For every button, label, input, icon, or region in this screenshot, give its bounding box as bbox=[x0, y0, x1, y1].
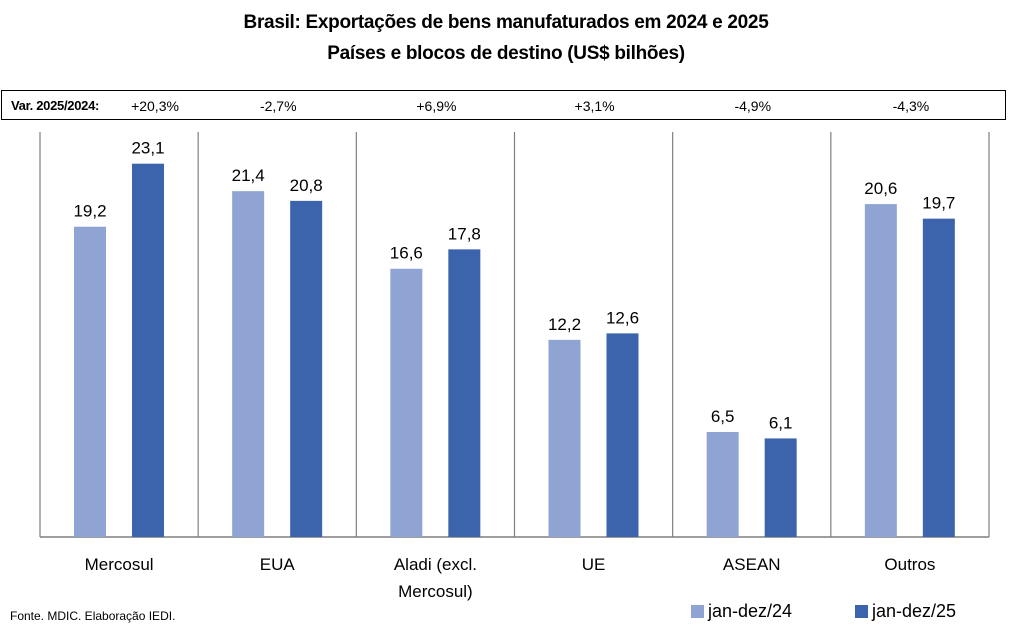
data-label: 6,5 bbox=[711, 407, 735, 426]
data-label: 16,6 bbox=[390, 244, 423, 263]
legend-label-2024: jan-dez/24 bbox=[708, 601, 793, 621]
data-label: 12,6 bbox=[606, 308, 639, 327]
legend-swatch-2025 bbox=[855, 605, 868, 618]
bar-2024 bbox=[232, 191, 265, 537]
legend-item-2025: jan-dez/25 bbox=[855, 601, 956, 622]
bar-2024 bbox=[74, 226, 106, 537]
source-note: Fonte. MDIC. Elaboração IEDI. bbox=[10, 609, 176, 623]
variation-value: +20,3% bbox=[131, 98, 179, 114]
bar-2025 bbox=[448, 249, 481, 538]
bar-2024 bbox=[706, 431, 739, 537]
category-label: Outros bbox=[884, 555, 935, 574]
bar-2025 bbox=[606, 333, 639, 537]
bar-2025 bbox=[922, 218, 955, 537]
data-label: 19,2 bbox=[73, 202, 106, 221]
variation-row: Var. 2025/2024: +20,3% -2,7% +6,9% +3,1% -4,… bbox=[1, 90, 1006, 120]
data-label: 21,4 bbox=[232, 166, 265, 185]
chart-title: Brasil: Exportações de bens manufaturado… bbox=[243, 12, 769, 33]
data-label: 12,2 bbox=[548, 315, 581, 334]
data-label: 23,1 bbox=[131, 139, 164, 158]
category-label: Mercosul bbox=[85, 555, 154, 574]
data-label: 6,1 bbox=[769, 413, 793, 432]
category-label: UE bbox=[582, 555, 606, 574]
data-label: 19,7 bbox=[922, 194, 955, 213]
category-label: ASEAN bbox=[723, 555, 781, 574]
variation-label: Var. 2025/2024: bbox=[11, 98, 100, 113]
category-label: Mercosul) bbox=[398, 582, 473, 601]
category-label: EUA bbox=[260, 555, 296, 574]
bar-2024 bbox=[390, 268, 423, 537]
bar-2025 bbox=[290, 200, 323, 537]
category-label: Aladi (excl. bbox=[394, 555, 477, 574]
variation-value: -4,9% bbox=[734, 98, 772, 114]
bar-2025 bbox=[764, 438, 797, 537]
variation-value: +3,1% bbox=[574, 98, 615, 114]
bar-2024 bbox=[864, 204, 897, 537]
data-label: 17,8 bbox=[448, 224, 481, 243]
data-label: 20,6 bbox=[864, 179, 897, 198]
chart-subtitle: Países e blocos de destino (US$ bilhões) bbox=[327, 43, 685, 64]
bar-2024 bbox=[548, 339, 581, 537]
data-label: 20,8 bbox=[290, 176, 323, 195]
bar-2025 bbox=[132, 163, 164, 538]
variation-value: -2,7% bbox=[259, 98, 297, 114]
legend-label-2025: jan-dez/25 bbox=[872, 601, 957, 621]
variation-value: -4,3% bbox=[892, 98, 930, 114]
variation-value: +6,9% bbox=[416, 98, 457, 114]
legend-swatch-2024 bbox=[691, 605, 704, 618]
legend-item-2024: jan-dez/24 bbox=[691, 601, 792, 622]
